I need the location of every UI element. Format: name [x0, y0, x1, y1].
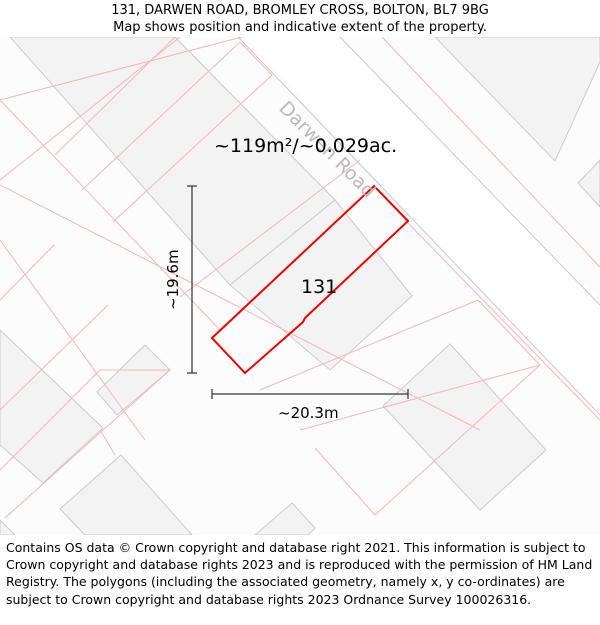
buildings [0, 37, 600, 535]
width-measure-line [211, 389, 409, 399]
area-label: ~119m²/~0.029ac. [214, 135, 398, 157]
map-subtitle: Map shows position and indicative extent… [113, 20, 487, 35]
height-measure-line [187, 185, 197, 374]
road-surface [245, 37, 600, 420]
property-boundary[interactable] [210, 184, 410, 375]
road-edges [237, 37, 600, 416]
height-measure-label: ~19.6m [164, 249, 182, 310]
width-measure-label: ~20.3m [278, 404, 339, 422]
map-header: 131, DARWEN ROAD, BROMLEY CROSS, BOLTON,… [0, 0, 600, 37]
copyright-attribution: Contains OS data © Crown copyright and d… [6, 540, 593, 607]
parcel-boundaries [0, 37, 600, 519]
plot-number-label: 131 [301, 276, 338, 298]
property-address: 131, DARWEN ROAD, BROMLEY CROSS, BOLTON,… [111, 3, 489, 18]
property-map[interactable]: Darwen Road ~119m²/~0.029ac. 131 ~19.6m … [0, 37, 600, 535]
